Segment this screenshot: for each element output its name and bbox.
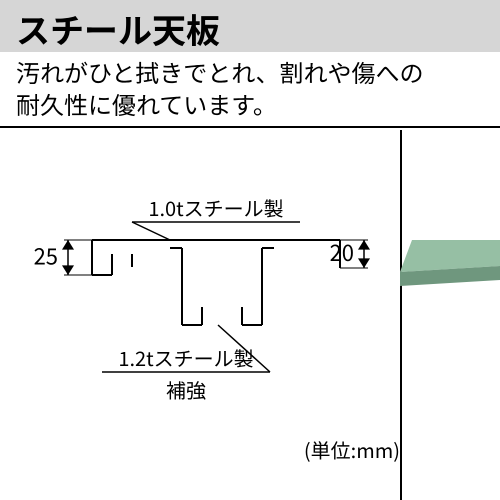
svg-text:25: 25 bbox=[34, 240, 58, 272]
body: 25 20 1.0tスチール製 1.2tスチール製補強 (単位:mm) bbox=[0, 130, 500, 500]
svg-text:1.0tスチール製: 1.0tスチール製 bbox=[148, 193, 283, 222]
units-label: (単位:mm) bbox=[260, 435, 400, 464]
svg-text:補強: 補強 bbox=[166, 375, 206, 404]
svg-text:1.2tスチール製: 1.2tスチール製 bbox=[118, 343, 253, 372]
tabletop-render bbox=[400, 240, 500, 300]
title: スチール天板 bbox=[16, 4, 484, 53]
cross-section-diagram: 25 20 1.0tスチール製 1.2tスチール製補強 bbox=[20, 180, 380, 420]
diagram-panel: 25 20 1.0tスチール製 1.2tスチール製補強 (単位:mm) bbox=[0, 130, 400, 500]
title-bar: スチール天板 bbox=[0, 0, 500, 52]
header: スチール天板 汚れがひと拭きでとれ、割れや傷への耐久性に優れています。 bbox=[0, 0, 500, 128]
photo-panel bbox=[400, 130, 500, 500]
svg-text:20: 20 bbox=[330, 236, 354, 268]
description: 汚れがひと拭きでとれ、割れや傷への耐久性に優れています。 bbox=[16, 56, 488, 121]
